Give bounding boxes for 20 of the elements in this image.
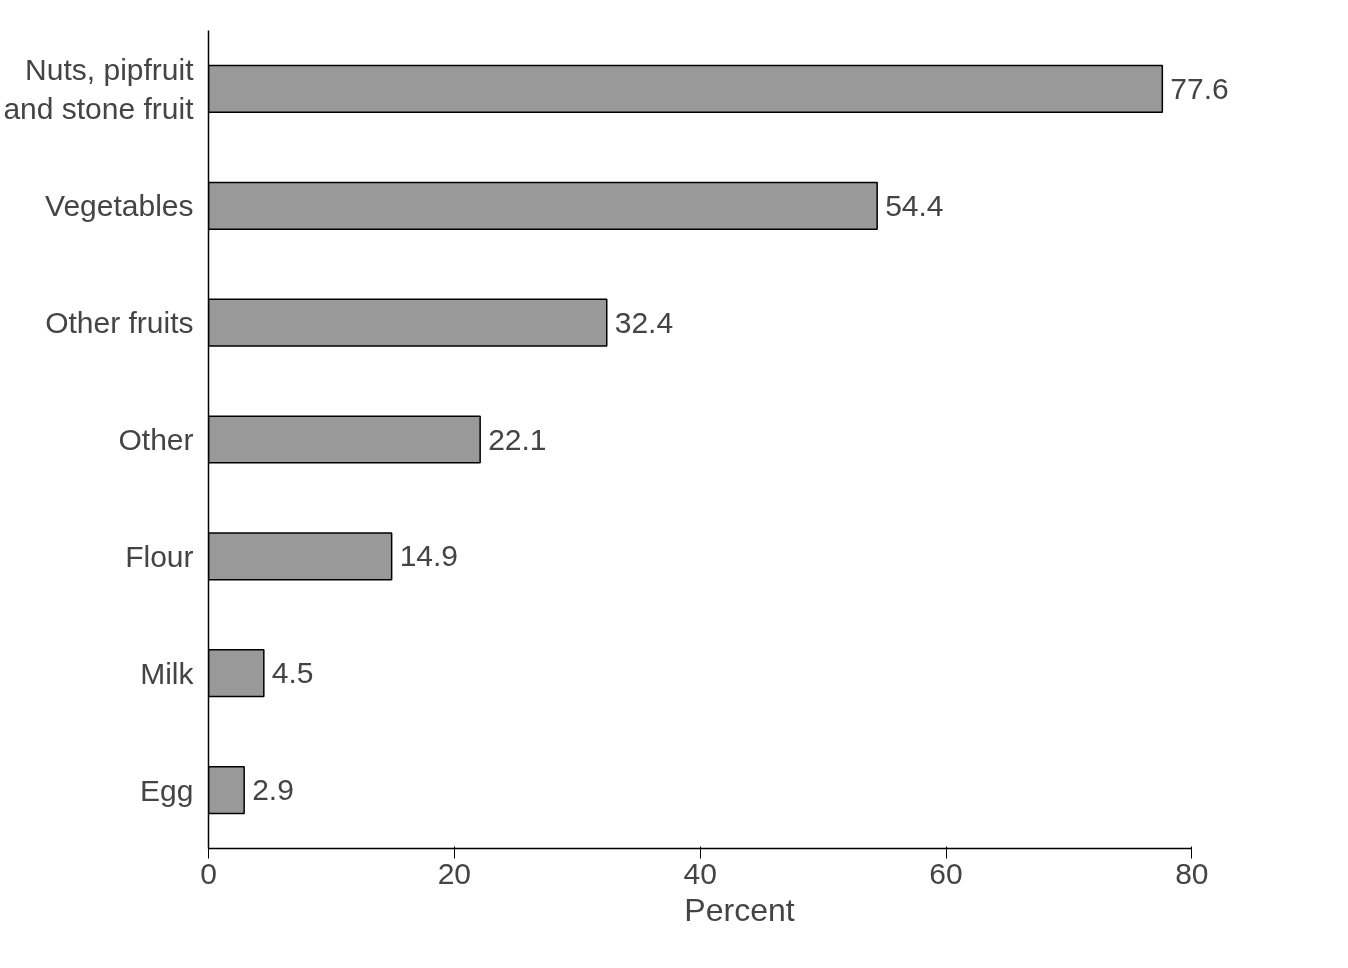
y-tick-label: Egg (140, 773, 194, 807)
y-tick-label: Other fruits (45, 306, 194, 340)
data-label: 77.6 (1170, 71, 1229, 105)
x-tick-label: 60 (929, 856, 963, 890)
data-label: 32.4 (614, 305, 674, 339)
data-label: 22.1 (488, 422, 547, 456)
x-tick-label: 80 (1175, 856, 1209, 890)
x-tick-label: 0 (200, 856, 217, 890)
data-label: 2.9 (252, 773, 294, 807)
y-tick-label: Other (118, 423, 194, 456)
x-axis-title: Percent (684, 891, 795, 928)
y-tick-label: Nuts, pipfruit and stone fruit (3, 52, 195, 126)
data-label: 4.5 (271, 656, 314, 690)
x-tick-label: 20 (437, 856, 472, 890)
y-tick-label: Flour (125, 539, 194, 573)
x-tick-label: 40 (683, 856, 717, 890)
y-tick-label: Vegetables (45, 189, 194, 223)
data-label: 54.4 (885, 188, 944, 222)
data-label: 14.9 (399, 539, 459, 573)
y-tick-label: Milk (140, 656, 195, 690)
